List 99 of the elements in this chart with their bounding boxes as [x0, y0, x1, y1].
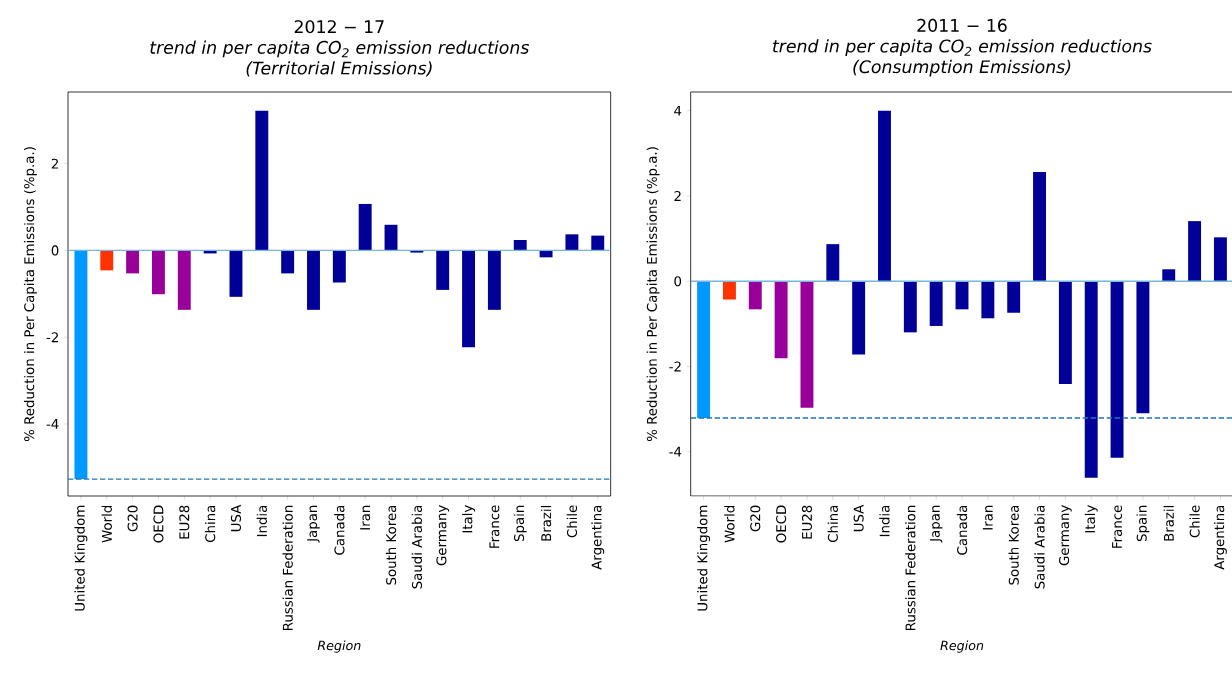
x-tick-label: Russian Federation	[905, 505, 916, 630]
bar	[358, 203, 372, 251]
text: (Territorial Emissions)	[246, 61, 432, 77]
x-tick-label: Iran	[982, 505, 993, 530]
x-tick-label: India	[256, 505, 267, 537]
x-tick-label: China	[204, 505, 216, 543]
bar	[487, 250, 501, 310]
chart-title: 2011 − 16	[917, 18, 1007, 32]
x-tick-label: World	[101, 505, 112, 543]
bar	[307, 250, 320, 310]
x-tick-label: Saudi Arabia	[1034, 505, 1045, 589]
x-tick-label: USA	[230, 504, 242, 532]
bar	[177, 250, 191, 310]
bar	[800, 281, 814, 408]
y-tick-label: -2	[669, 361, 681, 372]
bar	[126, 250, 140, 274]
bar	[1188, 221, 1202, 282]
x-tick-label: G20	[127, 505, 138, 532]
bar	[565, 234, 579, 251]
bar	[1162, 269, 1176, 282]
bar	[748, 281, 762, 310]
bar	[903, 281, 917, 333]
bar	[1058, 281, 1072, 384]
x-tick-label: Germany	[436, 505, 450, 566]
x-tick-label: Italy	[1084, 505, 1098, 533]
bar	[229, 250, 243, 297]
x-tick-label: Germany	[1059, 505, 1072, 566]
bar	[1136, 281, 1150, 414]
bar	[74, 250, 88, 480]
y-tick-label: 0	[674, 276, 682, 287]
x-tick-label: USA	[853, 504, 864, 532]
y-tick-label: 2	[674, 191, 681, 201]
bar	[281, 250, 295, 274]
bar	[1033, 172, 1046, 282]
x-tick-label: Italy	[462, 505, 475, 533]
x-tick-label: Chile	[566, 505, 578, 538]
bar	[826, 244, 840, 282]
bar	[100, 250, 114, 271]
bar	[981, 281, 995, 319]
x-tick-label: EU28	[801, 505, 812, 539]
y-axis-title: % Reduction in Per Capita Emissions (%p.a.)	[23, 147, 37, 442]
bar	[462, 250, 475, 348]
bar	[722, 281, 736, 300]
bar	[697, 281, 711, 419]
x-axis-title: Region	[940, 640, 984, 653]
bar	[255, 110, 269, 251]
bar	[878, 110, 891, 282]
x-tick-label: United Kingdom	[74, 505, 88, 611]
x-tick-label: Brazil	[1163, 505, 1174, 541]
bar	[151, 250, 165, 295]
x-tick-label: Japan	[307, 505, 320, 543]
x-tick-label: India	[879, 505, 890, 537]
bar	[852, 281, 866, 355]
bar	[1084, 281, 1098, 478]
y-tick-label: 2	[51, 158, 58, 169]
y-tick-label: 4	[674, 105, 682, 116]
x-tick-label: South Korea	[1008, 505, 1019, 585]
x-tick-label: Russian Federation	[282, 505, 293, 630]
x-tick-label: Spain	[1136, 505, 1150, 542]
x-tick-label: France	[489, 505, 500, 548]
x-tick-label: EU28	[179, 505, 190, 539]
x-tick-label: OECD	[153, 505, 164, 543]
y-tick-label: -4	[669, 446, 682, 457]
chart-title: 2012 − 17	[294, 20, 384, 34]
bar	[1213, 237, 1227, 282]
x-tick-label: Iran	[360, 505, 371, 530]
x-tick-label: G20	[750, 505, 761, 532]
x-tick-label: Chile	[1189, 505, 1200, 538]
bar	[513, 239, 527, 251]
x-tick-label: Argentina	[591, 505, 605, 570]
bar	[774, 281, 788, 359]
x-tick-label: Argentina	[1213, 505, 1227, 570]
bar	[1110, 281, 1124, 458]
chart-subtitle: trend in per capita CO$_{2}$ emission reductions	[150, 40, 530, 58]
x-tick-label: Canada	[334, 505, 345, 555]
bar	[384, 224, 398, 251]
x-tick-label: Spain	[513, 505, 527, 542]
x-axis-title: Region	[317, 640, 361, 653]
x-tick-label: South Korea	[385, 505, 397, 585]
chart-subtitle: trend in per capita CO$_{2}$ emission reductions	[773, 39, 1152, 56]
x-tick-label: France	[1112, 505, 1123, 548]
x-tick-label: Brazil	[540, 505, 552, 541]
y-tick-label: -4	[46, 419, 59, 429]
x-tick-label: China	[827, 505, 838, 543]
x-tick-label: Japan	[929, 505, 943, 543]
x-tick-label: World	[724, 505, 735, 543]
y-tick-label: 0	[51, 245, 59, 256]
bar	[929, 281, 943, 326]
bar	[591, 235, 605, 251]
y-axis-title: % Reduction in Per Capita Emissions (%p.a.)	[646, 147, 660, 442]
bar	[332, 250, 346, 283]
bar	[1007, 281, 1021, 313]
x-tick-label: Saudi Arabia	[411, 505, 423, 589]
x-tick-label: OECD	[776, 505, 787, 543]
bar	[436, 250, 450, 290]
x-tick-label: United Kingdom	[697, 505, 711, 611]
y-tick-label: -2	[46, 332, 58, 343]
x-tick-label: Canada	[956, 505, 968, 555]
text: (Consumption Emissions)	[853, 59, 1071, 77]
